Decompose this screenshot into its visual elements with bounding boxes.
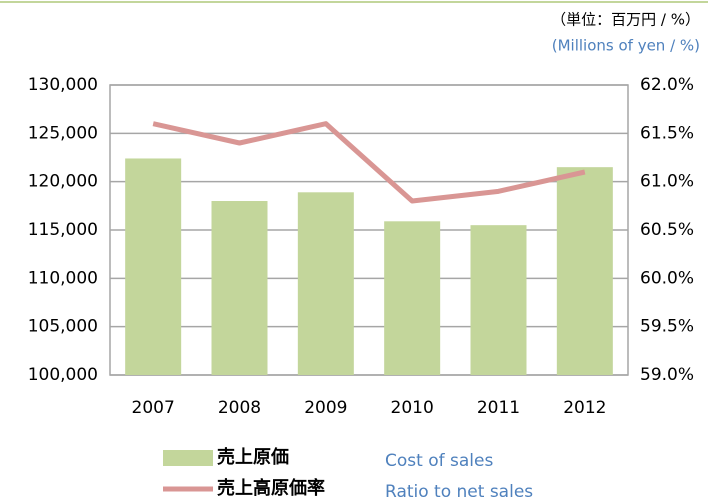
y-tick-label: 115,000 [28,220,98,240]
legend-swatch [163,450,213,466]
y2-tick-label: 59.5% [640,317,694,337]
bar [125,158,182,375]
x-tick-label: 2009 [304,398,347,418]
x-tick-label: 2010 [391,398,434,418]
legend-label-en: Cost of sales [385,451,493,471]
bar [384,221,441,375]
y-tick-label: 130,000 [28,75,98,95]
x-tick-label: 2011 [477,398,520,418]
x-tick-label: 2007 [132,398,175,418]
legend-label: 売上高原価率 [217,477,325,499]
y2-tick-label: 62.0% [640,75,694,95]
y2-tick-label: 59.0% [640,365,694,385]
y-tick-label: 125,000 [28,123,98,143]
bar [470,225,527,375]
unit-ja: （単位：百万円 / %） [551,11,700,29]
unit-en: (Millions of yen / %) [552,37,700,55]
y-tick-label: 105,000 [28,317,98,337]
y2-tick-label: 61.0% [640,172,694,192]
y-tick-label: 100,000 [28,365,98,385]
y2-tick-label: 60.5% [640,220,694,240]
y-tick-label: 120,000 [28,172,98,192]
y-tick-label: 110,000 [28,268,98,288]
line [152,121,586,204]
bar [297,192,354,375]
bar [211,201,268,375]
legend-label-en: Ratio to net sales [385,482,533,502]
y2-tick-label: 60.0% [640,268,694,288]
plot-border [109,84,629,376]
y2-tick-label: 61.5% [640,123,694,143]
x-tick-label: 2008 [218,398,261,418]
x-tick-label: 2012 [563,398,606,418]
bar [556,167,613,375]
legend-label: 売上原価 [217,446,289,468]
